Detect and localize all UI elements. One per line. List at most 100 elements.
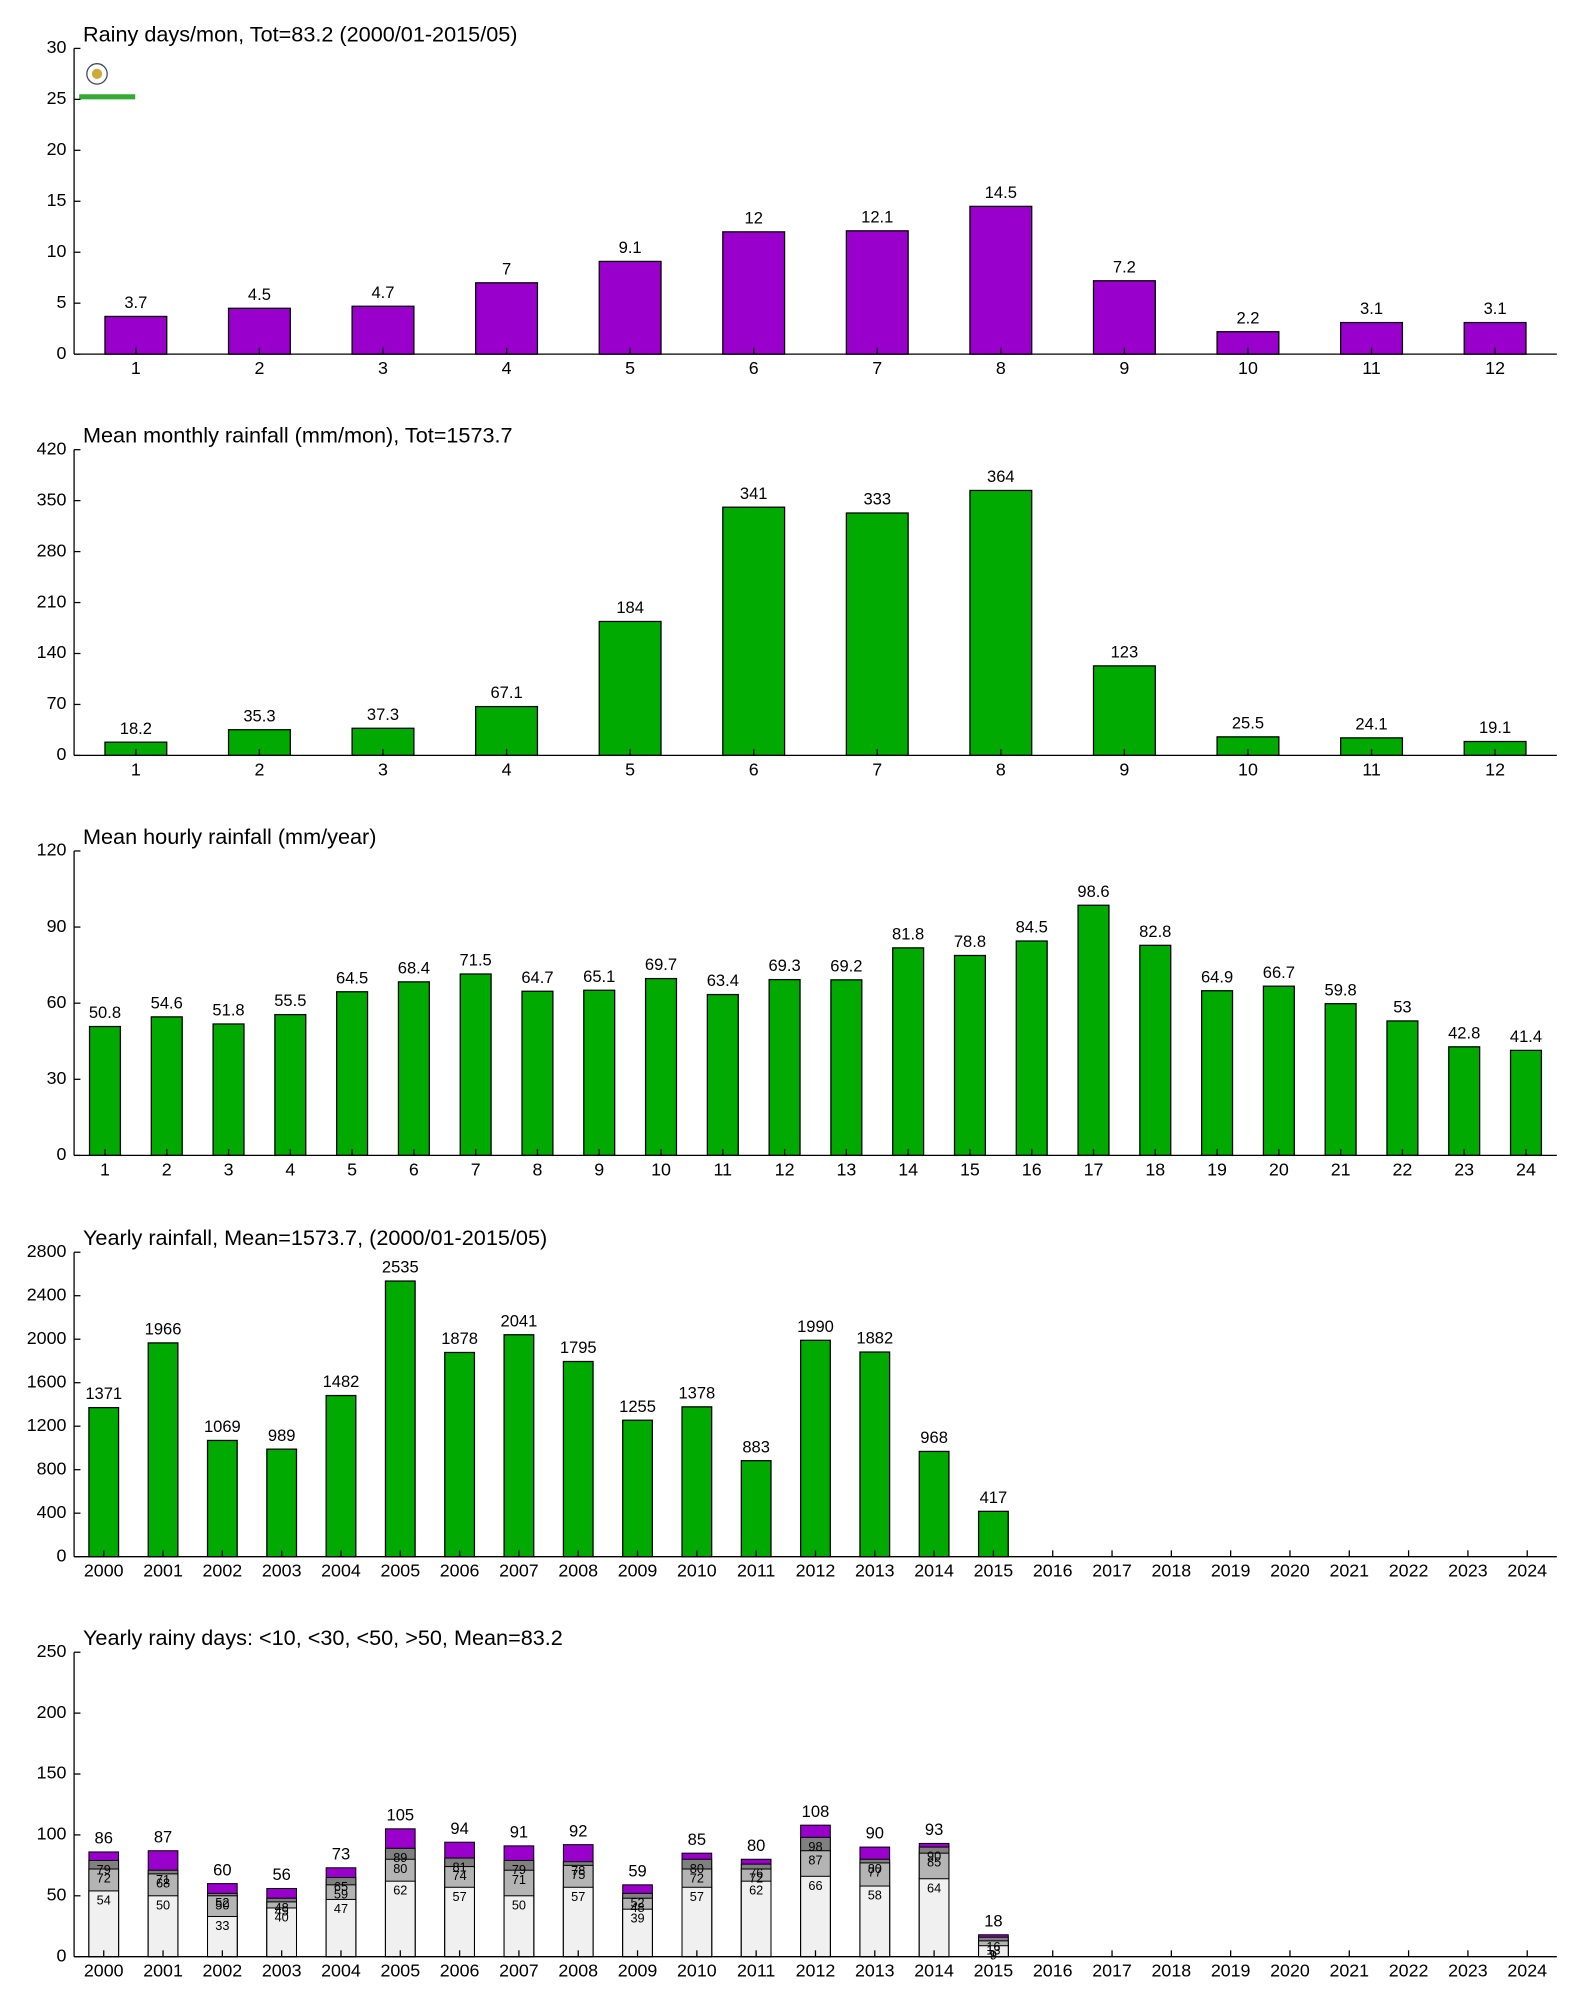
x-tick-label: 2006: [440, 1561, 480, 1581]
bar: [1092, 665, 1156, 757]
bar: [274, 1013, 307, 1157]
y-tick-label: 0: [57, 1144, 67, 1164]
x-tick-label: 1: [131, 358, 141, 378]
bar: [918, 1450, 950, 1558]
x-tick-label: 2024: [1507, 1561, 1547, 1581]
bar: [212, 1023, 245, 1157]
value-label: 66.7: [1263, 963, 1295, 982]
x-tick-label: 2015: [974, 1561, 1014, 1581]
bar: [150, 1016, 183, 1157]
value-label: 87: [808, 1852, 822, 1867]
bar: [351, 305, 415, 355]
bar-segment: [622, 1908, 653, 1958]
bar: [266, 1448, 298, 1558]
value-label: 54.6: [151, 994, 183, 1013]
x-tick-label: 18: [1145, 1159, 1165, 1179]
x-tick-label: 1: [100, 1159, 110, 1179]
x-tick-label: 3: [378, 358, 388, 378]
value-label: 18: [984, 1911, 1002, 1930]
value-label: 64.5: [336, 968, 368, 987]
y-tick-label: 2800: [27, 1241, 67, 1261]
x-tick-label: 7: [872, 358, 882, 378]
bar: [336, 991, 369, 1157]
value-label: 57: [690, 1889, 704, 1904]
x-tick-label: 23: [1454, 1159, 1474, 1179]
bar: [88, 1025, 122, 1157]
y-tick-label: 200: [37, 1702, 67, 1722]
x-tick-label: 12: [775, 1159, 795, 1179]
value-label: 41.4: [1510, 1027, 1542, 1046]
value-label: 80: [393, 1861, 407, 1876]
value-label: 3.1: [1484, 299, 1507, 318]
value-label: 68: [156, 1875, 170, 1890]
value-label: 74: [453, 1868, 467, 1883]
x-tick-label: 2004: [321, 1961, 361, 1981]
x-tick-label: 2018: [1152, 1561, 1192, 1581]
bar: [397, 981, 430, 1157]
value-label: 67.1: [490, 683, 522, 702]
value-label: 66: [808, 1878, 822, 1893]
value-label: 98: [808, 1839, 822, 1854]
x-tick-label: 6: [409, 1159, 419, 1179]
x-tick-label: 2007: [499, 1561, 539, 1581]
value-label: 50: [156, 1897, 170, 1912]
bar: [722, 506, 786, 757]
value-label: 341: [740, 484, 768, 503]
value-label: 94: [450, 1819, 468, 1838]
x-tick-label: 14: [898, 1159, 918, 1179]
value-label: 12: [744, 208, 762, 227]
bar: [475, 282, 539, 355]
value-label: 108: [802, 1802, 830, 1821]
bar-segment: [266, 1907, 298, 1958]
value-label: 1878: [441, 1329, 478, 1348]
value-label: 48: [630, 1900, 644, 1915]
y-tick-label: 5: [57, 292, 67, 312]
value-label: 57: [453, 1889, 467, 1904]
bar: [88, 1406, 120, 1558]
x-tick-label: 7: [471, 1159, 481, 1179]
bar: [977, 1510, 1009, 1558]
value-label: 52: [215, 1895, 229, 1910]
x-tick-label: 10: [1238, 759, 1258, 779]
x-tick-label: 9: [1119, 759, 1129, 779]
bar: [768, 978, 801, 1157]
value-label: 2.2: [1236, 308, 1259, 327]
value-label: 75: [571, 1867, 585, 1882]
y-tick-label: 140: [37, 642, 67, 662]
y-tick-label: 210: [37, 591, 67, 611]
bar: [227, 307, 291, 355]
bar-segment: [207, 1915, 238, 1958]
value-label: 1882: [856, 1329, 893, 1348]
chart-title: Yearly rainfall, Mean=1573.7, (2000/01-2…: [83, 1225, 547, 1250]
value-label: 71: [512, 1872, 526, 1887]
value-label: 9.1: [619, 238, 642, 257]
value-label: 1371: [85, 1384, 122, 1403]
value-label: 79: [97, 1862, 111, 1877]
bar: [800, 1339, 831, 1558]
x-tick-label: 2023: [1448, 1961, 1488, 1981]
value-label: 86: [95, 1829, 113, 1848]
value-label: 69.3: [768, 956, 800, 975]
value-label: 1378: [678, 1383, 715, 1402]
x-tick-label: 22: [1392, 1159, 1412, 1179]
value-label: 56: [272, 1865, 290, 1884]
value-label: 69.2: [830, 956, 862, 975]
x-tick-label: 24: [1516, 1159, 1536, 1179]
x-tick-label: 2: [162, 1159, 172, 1179]
value-label: 40: [275, 1910, 289, 1925]
x-tick-label: 1: [131, 759, 141, 779]
x-tick-label: 2014: [914, 1561, 954, 1581]
value-label: 65: [334, 1879, 348, 1894]
value-label: 2535: [382, 1258, 419, 1277]
bar: [503, 1334, 535, 1558]
chart-title: Mean monthly rainfall (mm/mon), Tot=1573…: [83, 423, 513, 448]
value-label: 79: [512, 1862, 526, 1877]
x-tick-label: 2008: [558, 1961, 598, 1981]
value-label: 3.7: [124, 293, 147, 312]
bar: [722, 231, 786, 355]
x-tick-label: 2023: [1448, 1561, 1488, 1581]
value-label: 92: [569, 1821, 587, 1840]
value-label: 1069: [204, 1417, 241, 1436]
